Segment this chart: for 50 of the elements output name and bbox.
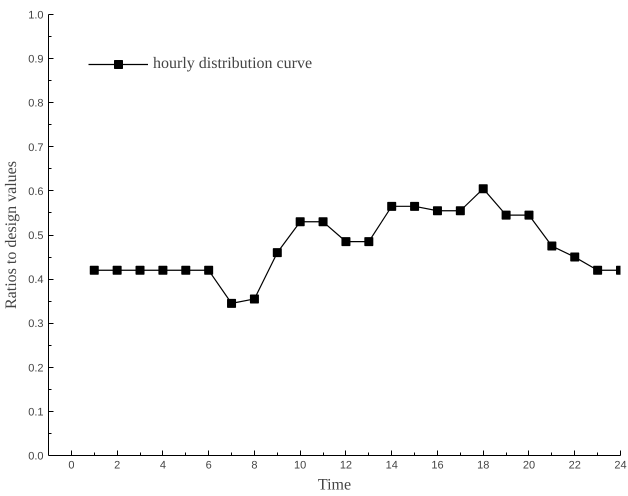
y-tick-label: 0.7 bbox=[28, 142, 44, 154]
x-tick-label: 24 bbox=[614, 460, 627, 472]
x-tick-label: 16 bbox=[431, 460, 444, 472]
point bbox=[136, 266, 145, 275]
point bbox=[456, 206, 465, 216]
y-tick-label: 0.1 bbox=[28, 406, 44, 418]
y-tick-label: 0.4 bbox=[28, 274, 44, 286]
x-tick-label: 22 bbox=[568, 460, 581, 472]
point bbox=[547, 242, 556, 251]
point bbox=[296, 217, 305, 226]
point bbox=[524, 210, 534, 220]
x-axis-title: Time bbox=[318, 476, 352, 494]
x-tick-label: 14 bbox=[386, 460, 398, 472]
point bbox=[593, 266, 602, 275]
point bbox=[250, 294, 259, 304]
point bbox=[158, 266, 168, 275]
point bbox=[570, 252, 580, 262]
point bbox=[478, 184, 488, 194]
x-tick-label: 4 bbox=[160, 460, 166, 472]
y-tick-label: 0.9 bbox=[28, 54, 44, 66]
point bbox=[502, 210, 511, 220]
y-tick-label: 0.8 bbox=[28, 98, 44, 110]
y-tick-label: 0.5 bbox=[28, 230, 44, 242]
point bbox=[341, 237, 350, 246]
point bbox=[112, 266, 122, 275]
legend-label: hourly distribution curve bbox=[153, 55, 312, 73]
x-tick-label: 6 bbox=[206, 460, 212, 472]
point bbox=[410, 202, 420, 211]
y-tick-label: 0.3 bbox=[28, 318, 44, 330]
x-tick-label: 20 bbox=[522, 460, 536, 472]
point bbox=[90, 266, 99, 275]
x-tick-label: 2 bbox=[114, 460, 120, 472]
x-tick-label: 10 bbox=[294, 460, 306, 472]
x-tick-label: 0 bbox=[68, 460, 74, 472]
point bbox=[181, 266, 190, 275]
y-axis-title: Ratios to design values bbox=[3, 161, 20, 309]
y-tick-label: 1.0 bbox=[28, 10, 44, 22]
x-tick-label: 18 bbox=[477, 460, 490, 472]
point bbox=[272, 248, 282, 258]
x-tick-label: 12 bbox=[340, 460, 352, 472]
point bbox=[318, 217, 328, 226]
point bbox=[227, 298, 236, 308]
point bbox=[432, 206, 442, 216]
point bbox=[364, 237, 374, 246]
x-tick-label: 8 bbox=[251, 460, 258, 472]
point bbox=[387, 202, 396, 211]
y-tick-label: 0.0 bbox=[28, 450, 44, 462]
y-tick-label: 0.2 bbox=[28, 362, 44, 374]
point bbox=[204, 266, 214, 275]
y-tick-label: 0.6 bbox=[28, 186, 44, 198]
